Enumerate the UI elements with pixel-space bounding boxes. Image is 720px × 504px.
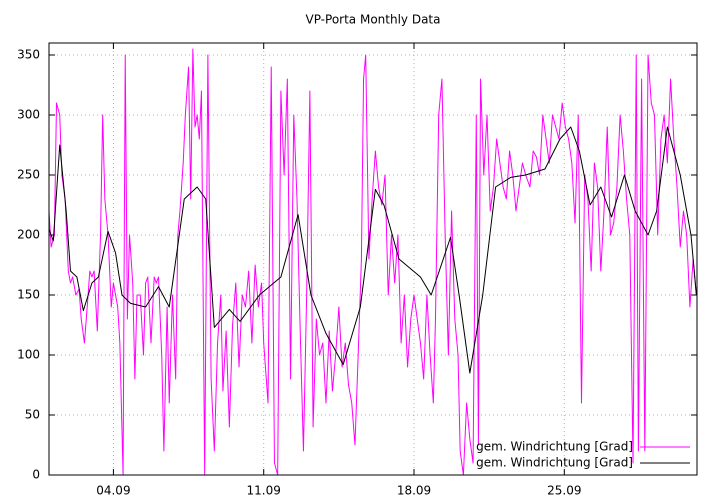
y-tick-label: 250 xyxy=(17,168,40,182)
y-tick-label: 350 xyxy=(17,48,40,62)
y-tick-label: 150 xyxy=(17,288,40,302)
x-tick-label: 04.09 xyxy=(96,484,130,498)
data-line xyxy=(48,126,697,374)
x-tick-label: 25.09 xyxy=(547,484,581,498)
legend-label: gem. Windrichtung [Grad] xyxy=(476,440,633,454)
y-tick-label: 50 xyxy=(25,408,40,422)
data-line xyxy=(48,48,697,476)
plot-frame xyxy=(48,42,698,476)
x-tick-label: 11.09 xyxy=(247,484,281,498)
x-tick-label: 18.09 xyxy=(397,484,431,498)
y-tick-label: 300 xyxy=(17,108,40,122)
legend-label: gem. Windrichtung [Grad] xyxy=(476,456,633,470)
y-tick-label: 200 xyxy=(17,228,40,242)
chart-title: VP-Porta Monthly Data xyxy=(306,13,441,27)
y-tick-label: 100 xyxy=(17,348,40,362)
y-tick-label: 0 xyxy=(32,468,40,482)
